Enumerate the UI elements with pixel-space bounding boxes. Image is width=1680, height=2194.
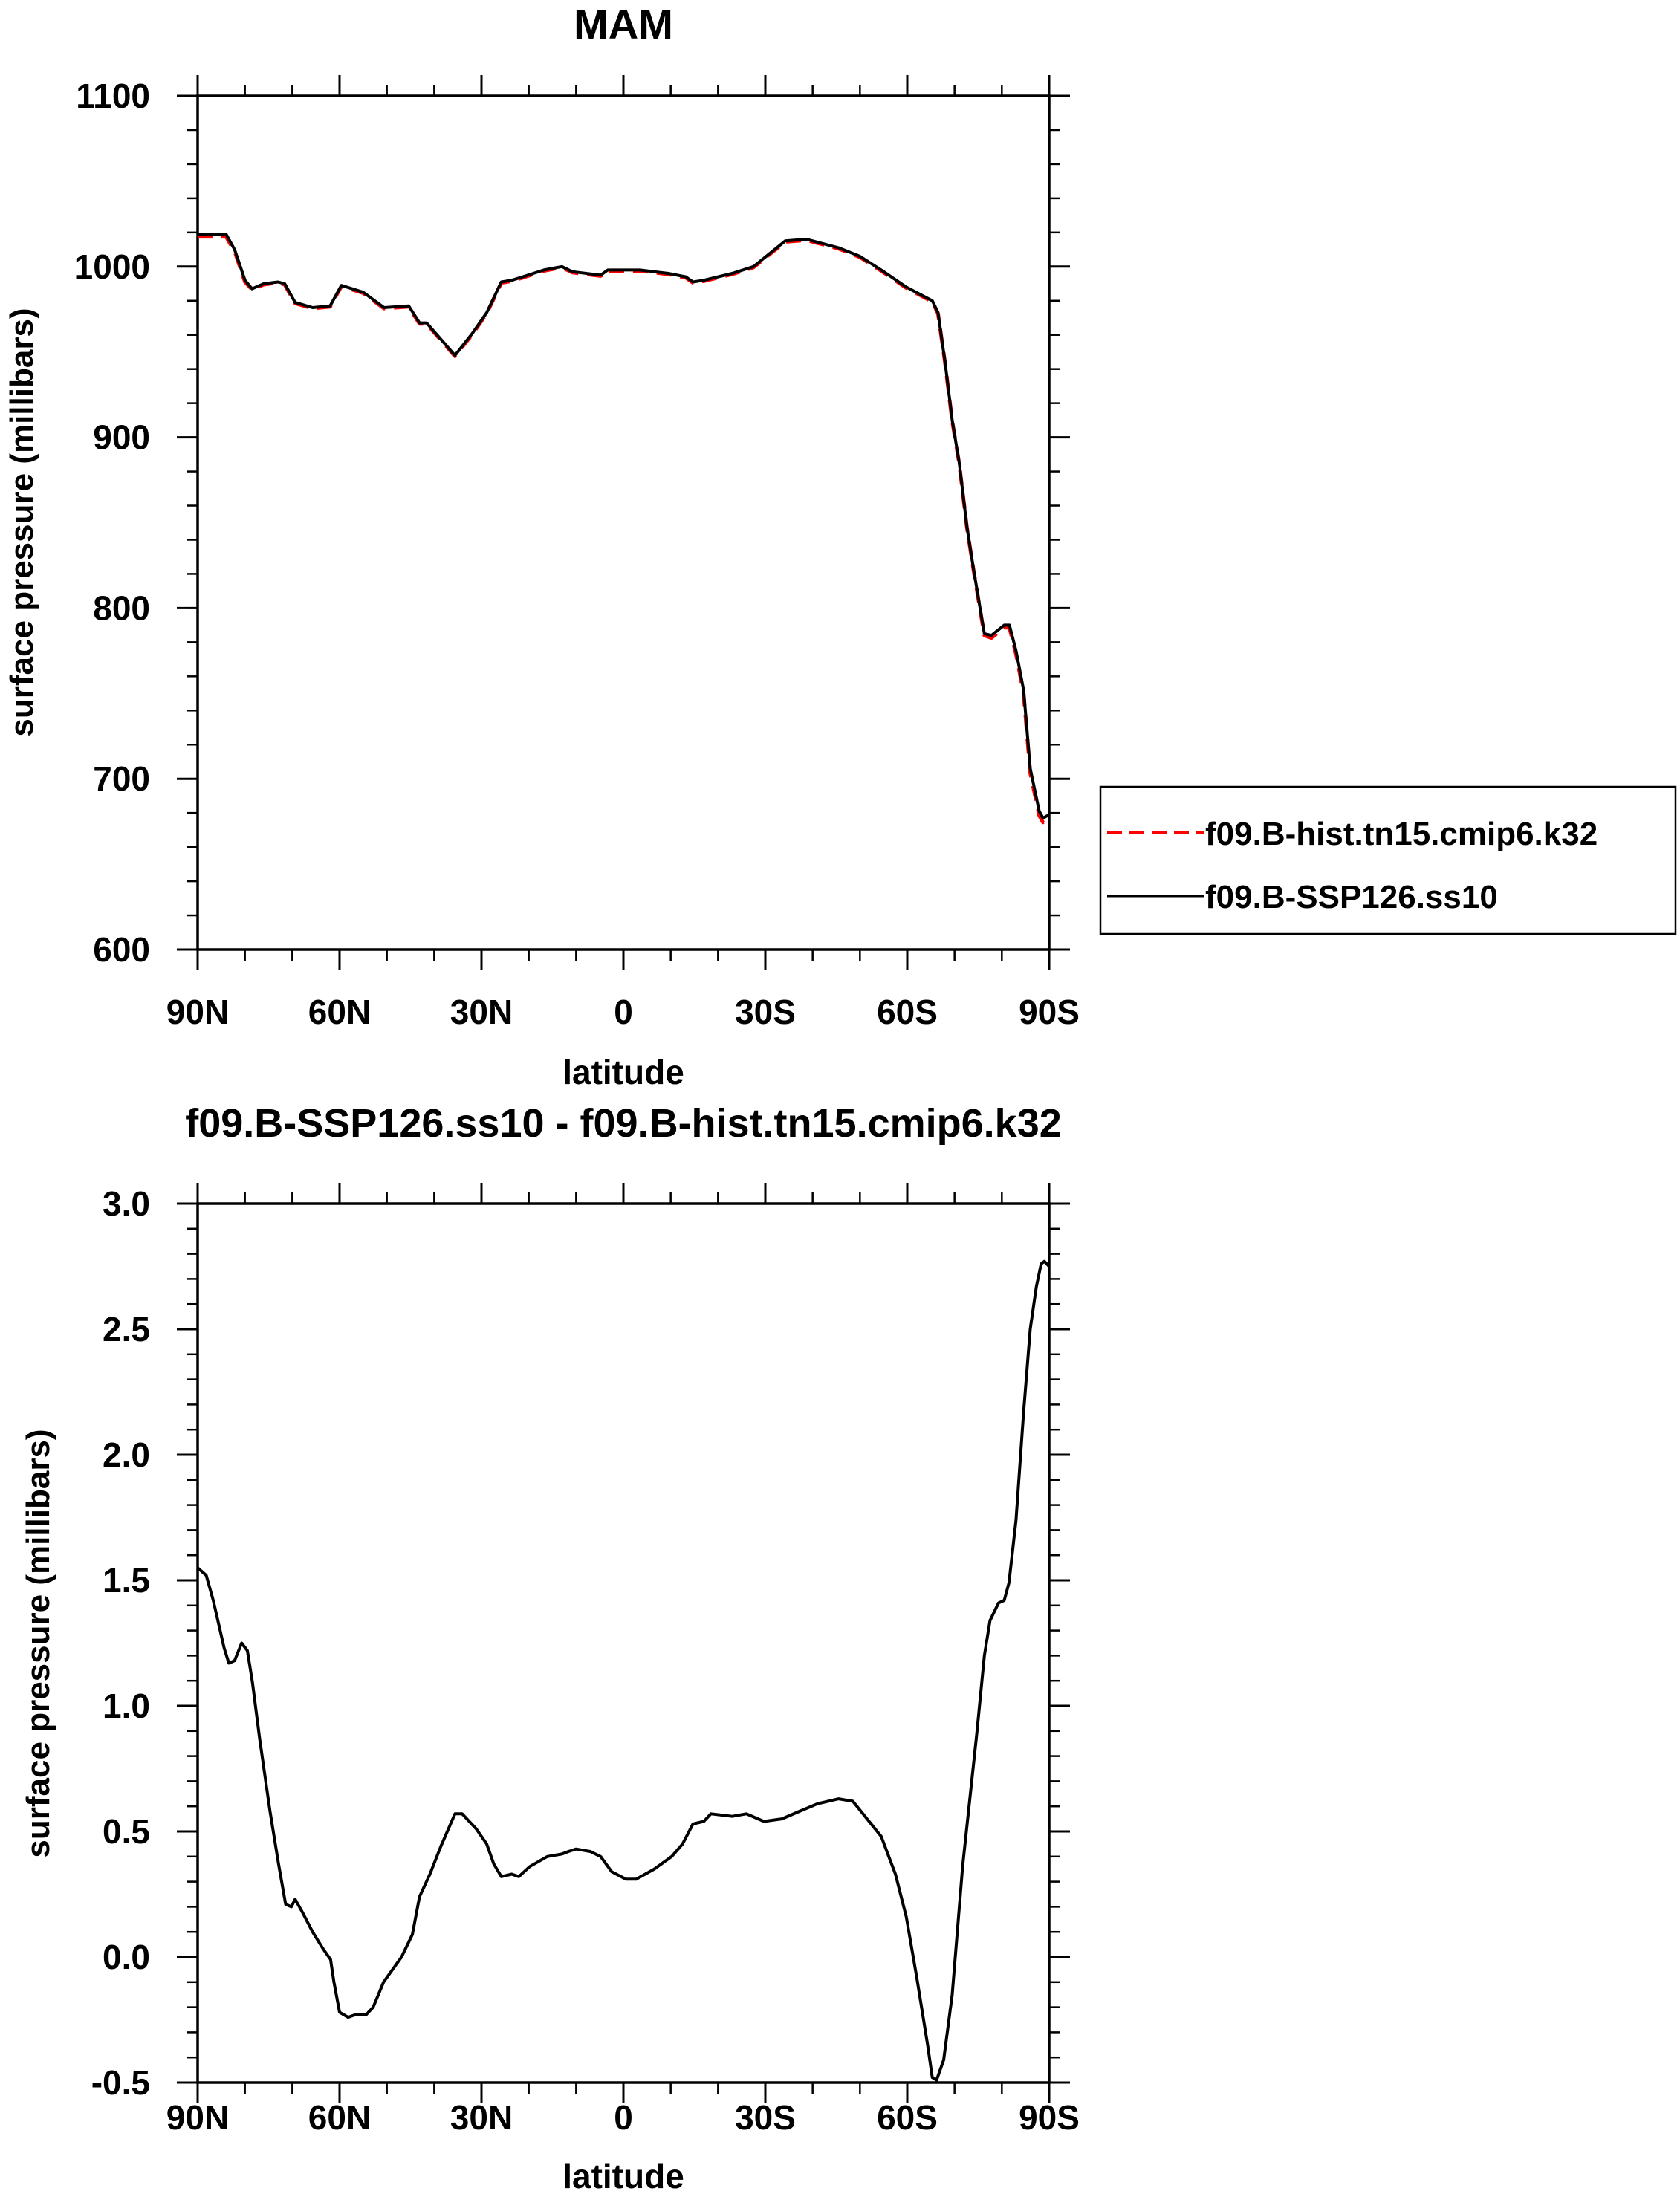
x-tick-label: 90N: [166, 993, 229, 1031]
y-tick-label: 0.5: [103, 1812, 150, 1851]
legend-box: [1099, 785, 1677, 935]
x-tick-label: 90S: [1019, 2098, 1080, 2137]
bottom-chart-title: f09.B-SSP126.ss10 - f09.B-hist.tn15.cmip…: [185, 1101, 1062, 1146]
x-tick-label: 30N: [450, 2098, 513, 2137]
top-chart-ylabel: surface pressure (millibars): [4, 308, 40, 736]
series-line-difference: [196, 1259, 1051, 2082]
x-tick-label: 60S: [877, 2098, 938, 2137]
x-tick-label: 30S: [735, 2098, 796, 2137]
y-tick-label: 2.5: [103, 1310, 150, 1348]
series-line-f09-b-ssp126-ss10: [198, 233, 1050, 820]
x-tick-label: 0: [614, 2098, 633, 2137]
y-tick-label: 1.5: [103, 1561, 150, 1600]
y-tick-label: 1.0: [103, 1687, 150, 1725]
x-tick-label: 90S: [1019, 993, 1080, 1031]
y-tick-label: 1100: [76, 77, 150, 115]
plot-frame: [196, 1202, 1051, 2084]
y-tick-label: 0.0: [103, 1938, 150, 1976]
legend-label-ssp: f09.B-SSP126.ss10: [1205, 879, 1498, 915]
plot-frame: [196, 94, 1051, 951]
y-tick-label: 800: [93, 588, 150, 627]
top-chart-xlabel: latitude: [562, 1053, 684, 1091]
x-tick-label: 90N: [166, 2098, 229, 2137]
y-tick-label: 700: [93, 759, 150, 798]
legend-label-hist: f09.B-hist.tn15.cmip6.k32: [1205, 816, 1598, 852]
x-tick-label: 30N: [450, 993, 513, 1031]
y-tick-label: 3.0: [103, 1184, 150, 1223]
x-tick-label: 0: [614, 993, 633, 1031]
bottom-chart-ylabel: surface pressure (millibars): [20, 1429, 56, 1857]
x-tick-label: 30S: [735, 993, 796, 1031]
y-tick-label: 2.0: [103, 1435, 150, 1474]
y-tick-label: 1000: [74, 247, 150, 286]
bottom-chart: 90N 60N 30N 0 30S 60S 90S -0.5 0.0 0.5 1.0 1.5 2.0 2.…: [91, 1183, 1080, 2137]
legend: f09.B-hist.tn15.cmip6.k32 f09.B-SSP126.s…: [1099, 785, 1677, 935]
x-tick-label: 60N: [308, 2098, 371, 2137]
y-tick-label: 900: [93, 418, 150, 457]
bottom-chart-xlabel: latitude: [562, 2157, 684, 2194]
y-tick-label: 600: [93, 930, 150, 969]
top-chart-title: MAM: [574, 1, 673, 48]
series-line-f09-b-hist-tn15-cmip6-k32: [198, 235, 1051, 825]
top-chart: 90N 60N 30N 0 30S 60S 90S 600 700 800 900 1000 1100: [74, 75, 1080, 1031]
y-tick-label: -0.5: [91, 2063, 150, 2102]
x-tick-label: 60S: [877, 993, 938, 1031]
x-tick-label: 60N: [308, 993, 371, 1031]
